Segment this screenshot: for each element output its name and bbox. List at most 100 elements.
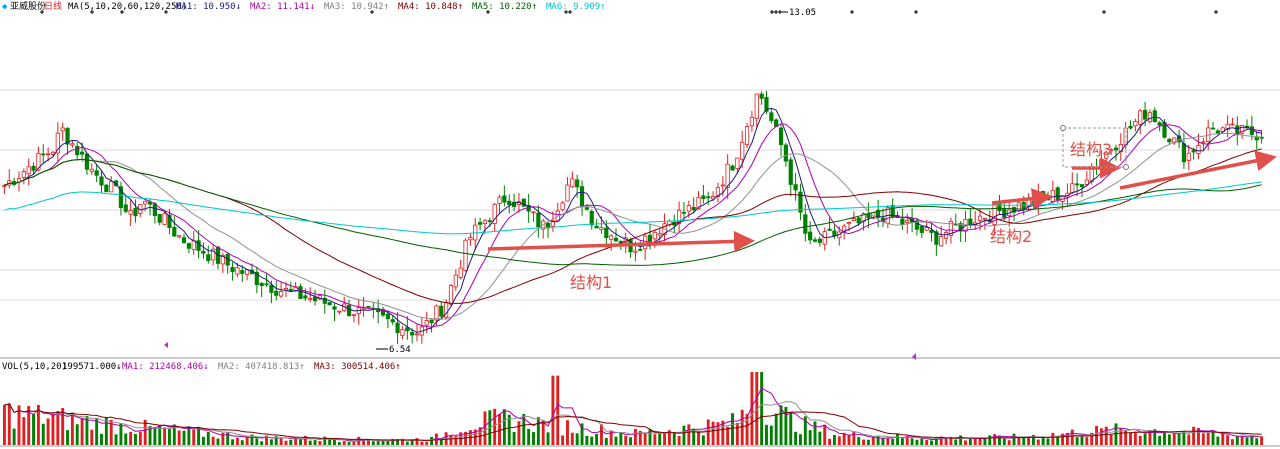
candle-body — [817, 238, 822, 243]
candle-body — [482, 220, 488, 224]
candle-body — [759, 93, 764, 99]
candle-body — [84, 153, 90, 170]
ma-line-60 — [4, 148, 1262, 304]
candle-body — [720, 184, 725, 187]
candle-body — [288, 288, 293, 291]
candle-body — [696, 197, 701, 210]
chart-icon: ◆ — [2, 2, 8, 12]
candle-body — [278, 291, 284, 297]
candle-body — [186, 243, 191, 249]
candle-body — [1133, 121, 1138, 127]
candle-body — [162, 213, 167, 225]
candle-body — [429, 319, 434, 324]
candle-body — [827, 228, 832, 231]
candle-body — [1225, 123, 1230, 130]
candle-body — [298, 286, 303, 299]
candle-body — [463, 239, 468, 271]
candle-body — [1196, 144, 1201, 154]
candle-body — [1016, 202, 1021, 212]
candle-body — [599, 227, 604, 230]
candle-body — [740, 141, 745, 160]
price-grid — [0, 89, 1280, 301]
candle-body — [65, 127, 70, 145]
candle-body — [681, 211, 687, 214]
candle-body — [395, 322, 400, 334]
candle-body — [652, 231, 657, 240]
candle-body — [453, 274, 458, 288]
candle-body — [570, 178, 575, 188]
candle-body — [1152, 110, 1157, 123]
volume-header: VOL(5,10,20) 199571.000↓ MA1: 212468.406… — [2, 362, 401, 372]
candle-body — [1138, 110, 1143, 125]
ma-value-1: MA1: 10.950↓ — [176, 2, 241, 12]
candle-body — [128, 209, 133, 215]
candle-body — [997, 202, 1002, 212]
candle-body — [439, 305, 444, 317]
candle-body — [322, 297, 327, 304]
candle-body — [259, 282, 264, 286]
structure2-arrow — [991, 188, 1053, 209]
structure1-label: 结构1 — [570, 273, 612, 292]
candle-body — [312, 296, 318, 302]
candle-body — [1157, 122, 1162, 126]
ma-value-6: MA6: 9.909↑ — [546, 2, 606, 12]
candle-body — [808, 231, 813, 241]
candle-body — [943, 232, 949, 239]
candle-body — [366, 306, 371, 308]
candle-body — [1172, 137, 1177, 144]
candle-body — [793, 184, 798, 191]
candle-body — [1142, 109, 1148, 120]
candle-body — [70, 143, 75, 146]
candles — [2, 90, 1264, 344]
candle-body — [769, 112, 774, 121]
candle-body — [133, 207, 138, 217]
candle-body — [934, 231, 939, 245]
candle-body — [424, 320, 429, 326]
candle-body — [778, 127, 784, 146]
candle-body — [832, 230, 837, 237]
candle-body — [507, 200, 512, 205]
candle-body — [405, 327, 410, 332]
candle-body — [468, 237, 473, 241]
candle-body — [264, 283, 269, 286]
candle-body — [914, 220, 920, 230]
selection-box[interactable] — [1062, 127, 1127, 168]
vol-label: VOL(5,10,20) — [2, 362, 67, 372]
candle-body — [1210, 127, 1216, 130]
candle-body — [565, 184, 570, 202]
candle-body — [220, 255, 225, 265]
ma-value-2: MA2: 11.141↓ — [250, 2, 315, 12]
candle-body — [1181, 143, 1187, 163]
selection-handle-tl[interactable] — [1060, 125, 1066, 131]
candle-body — [754, 93, 759, 119]
candle-body — [1055, 187, 1060, 201]
candle-body — [308, 298, 313, 300]
candle-body — [657, 233, 662, 236]
candle-body — [919, 226, 924, 233]
candle-body — [351, 314, 357, 317]
scroll-marker-right[interactable] — [912, 353, 916, 360]
candle-body — [143, 200, 148, 205]
candle-body — [400, 329, 405, 336]
candle-body — [851, 218, 856, 222]
candle-body — [982, 217, 988, 220]
candle-body — [240, 270, 245, 274]
candle-body — [26, 166, 31, 175]
ma-value-4: MA4: 10.848↑ — [398, 2, 463, 12]
candle-body — [1079, 184, 1085, 188]
volume-moving-averages — [4, 387, 1262, 442]
candle-body — [575, 179, 580, 188]
candle-body — [337, 310, 342, 313]
candle-body — [123, 204, 128, 212]
candle-body — [89, 168, 94, 172]
candle-body — [638, 248, 643, 251]
candle-body — [94, 170, 99, 176]
candle-body — [1167, 138, 1172, 143]
selection-handle-br[interactable] — [1123, 164, 1129, 170]
candle-body — [701, 195, 706, 199]
candle-body — [744, 126, 750, 145]
scroll-marker-left[interactable] — [164, 342, 168, 348]
candle-body — [958, 223, 963, 231]
ma-line-20 — [4, 132, 1262, 320]
period-label: 日线 — [44, 0, 62, 12]
